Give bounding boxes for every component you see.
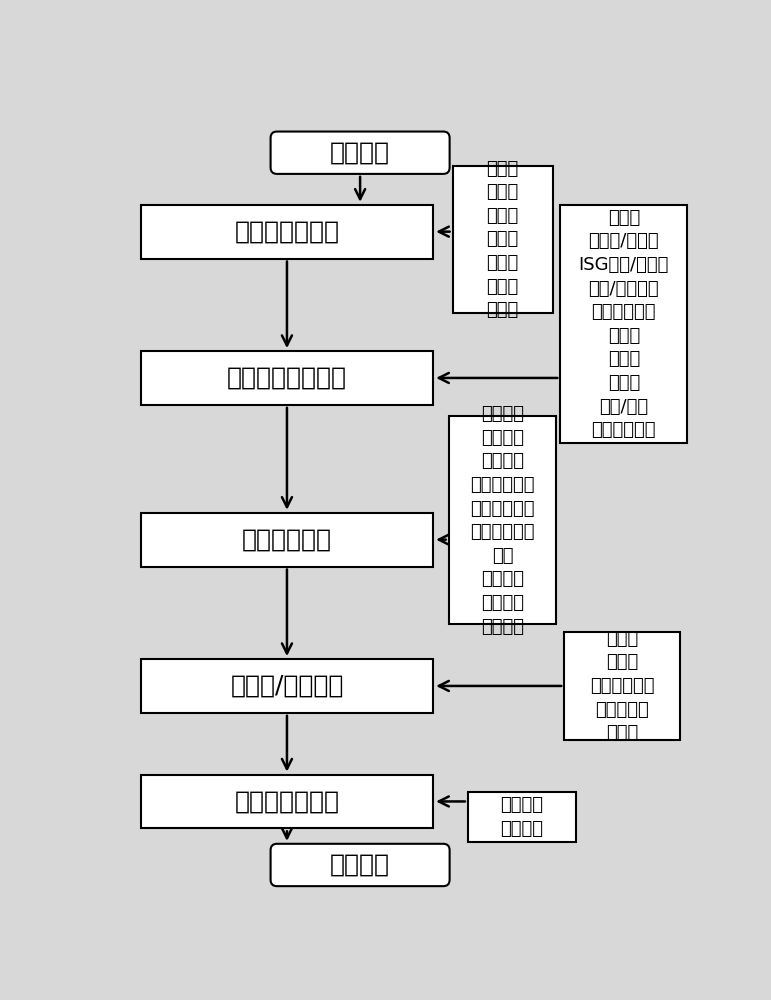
Text: 重力常数
空气密度
风阻系数
整车装备质量
最大装载质量
前轴轴载质量
轴距
车辆宽度
重心高度
迎风面积: 重力常数 空气密度 风阻系数 整车装备质量 最大装载质量 前轴轴载质量 轴距 车… — [470, 405, 535, 636]
FancyBboxPatch shape — [271, 132, 449, 174]
Text: 驱动系结构配置: 驱动系结构配置 — [234, 220, 339, 244]
Text: 纯电动
串联式
并联式
混联式
增程式
插电式
自定义: 纯电动 串联式 并联式 混联式 增程式 插电式 自定义 — [487, 160, 519, 319]
Bar — [468, 792, 576, 842]
Bar — [140, 774, 433, 828]
Bar — [561, 205, 688, 443]
Text: 端口功能
端口参数: 端口功能 端口参数 — [500, 796, 544, 838]
Text: 接口板端口配置: 接口板端口配置 — [234, 789, 339, 813]
Bar — [449, 416, 557, 624]
Bar — [140, 513, 433, 567]
Bar — [564, 632, 680, 740]
Text: 配置结束: 配置结束 — [330, 853, 390, 877]
Bar — [453, 166, 553, 312]
Bar — [140, 659, 433, 713]
Text: 配置开始: 配置开始 — [330, 141, 390, 165]
Text: 动力部件参数配置: 动力部件参数配置 — [227, 366, 347, 390]
Bar — [140, 205, 433, 259]
Text: 发动机
主电机/控制器
ISG电机/控制器
电池/管理系统
力矩耦合装置
离合器
变速器
减速器
车轮/车轴
排放处理装置: 发动机 主电机/控制器 ISG电机/控制器 电池/管理系统 力矩耦合装置 离合器… — [579, 209, 669, 439]
Bar — [140, 351, 433, 405]
Text: 整车参数配置: 整车参数配置 — [242, 528, 332, 552]
Text: 油门谱
制动谱
路面摩擦系数
道路坡度谱
转向谱: 油门谱 制动谱 路面摩擦系数 道路坡度谱 转向谱 — [590, 630, 654, 742]
Text: 操作谱/路谱配置: 操作谱/路谱配置 — [231, 674, 344, 698]
FancyBboxPatch shape — [271, 844, 449, 886]
